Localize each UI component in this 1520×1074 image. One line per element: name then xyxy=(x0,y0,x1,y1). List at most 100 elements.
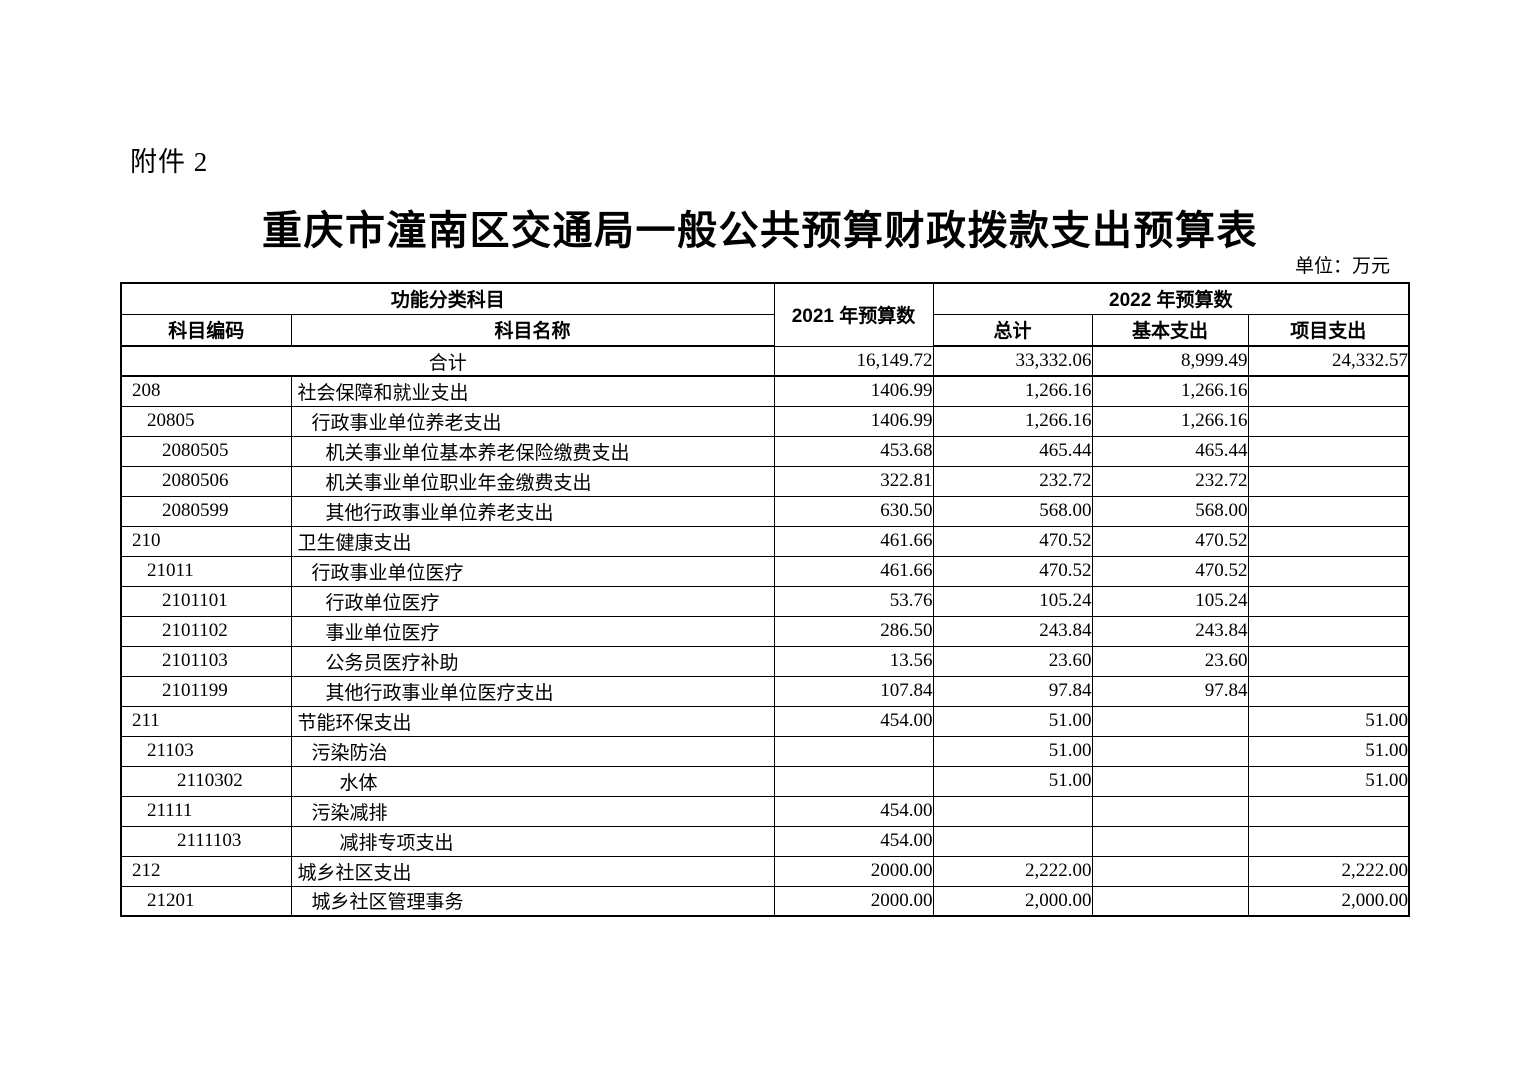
budget-2021-cell: 286.50 xyxy=(773,615,934,647)
total-2022-cell xyxy=(932,825,1093,857)
basic-expense-cell: 243.84 xyxy=(1091,615,1249,647)
budget-table: 功能分类科目 2021 年预算数 2022 年预算数 科目编码 科目名称 总计 … xyxy=(120,282,1411,917)
total-2022-cell: 2,000.00 xyxy=(932,885,1093,917)
table-row: 21011 行政事业单位医疗 461.66 470.52 470.52 xyxy=(120,555,1410,587)
total-2022-cell: 51.00 xyxy=(932,705,1093,737)
project-expense-cell xyxy=(1247,675,1410,707)
basic-expense-cell xyxy=(1091,885,1249,917)
subject-name-cell: 事业单位医疗 xyxy=(290,615,775,647)
basic-expense-cell: 8,999.49 xyxy=(1091,345,1249,377)
budget-2021-cell: 1406.99 xyxy=(773,375,934,407)
project-expense-cell xyxy=(1247,405,1410,437)
table-row: 208 社会保障和就业支出 1406.99 1,266.16 1,266.16 xyxy=(120,375,1410,407)
budget-2021-cell: 53.76 xyxy=(773,585,934,617)
basic-expense-cell xyxy=(1091,795,1249,827)
table-row: 2110302 水体 51.00 51.00 xyxy=(120,765,1410,797)
subject-name-cell: 水体 xyxy=(290,765,775,797)
basic-expense-cell xyxy=(1091,705,1249,737)
subject-name-cell: 城乡社区支出 xyxy=(290,855,775,887)
budget-2021-cell: 453.68 xyxy=(773,435,934,467)
subject-name-cell: 机关事业单位基本养老保险缴费支出 xyxy=(290,435,775,467)
subject-name-cell: 机关事业单位职业年金缴费支出 xyxy=(290,465,775,497)
table-row: 212 城乡社区支出 2000.00 2,222.00 2,222.00 xyxy=(120,855,1410,887)
total-2022-cell: 470.52 xyxy=(932,555,1093,587)
total-2022-cell: 1,266.16 xyxy=(932,405,1093,437)
header-subject-code: 科目编码 xyxy=(120,313,292,347)
header-budget-2021: 2021 年预算数 xyxy=(773,282,934,347)
subject-name-cell: 城乡社区管理事务 xyxy=(290,885,775,917)
total-2022-cell: 232.72 xyxy=(932,465,1093,497)
table-row: 21201 城乡社区管理事务 2000.00 2,000.00 2,000.00 xyxy=(120,885,1410,917)
project-expense-cell: 51.00 xyxy=(1247,735,1410,767)
total-2022-cell: 465.44 xyxy=(932,435,1093,467)
project-expense-cell: 24,332.57 xyxy=(1247,345,1410,377)
subject-code-cell: 2101101 xyxy=(120,585,292,617)
basic-expense-cell: 568.00 xyxy=(1091,495,1249,527)
table-row: 210 卫生健康支出 461.66 470.52 470.52 xyxy=(120,525,1410,557)
table-row: 2101102 事业单位医疗 286.50 243.84 243.84 xyxy=(120,615,1410,647)
subject-code-cell: 21111 xyxy=(120,795,292,827)
subject-code-cell: 211 xyxy=(120,705,292,737)
budget-2021-cell xyxy=(773,765,934,797)
basic-expense-cell: 105.24 xyxy=(1091,585,1249,617)
subject-code-cell: 2101199 xyxy=(120,675,292,707)
table-body: 合计 16,149.72 33,332.06 8,999.49 24,332.5… xyxy=(120,345,1410,917)
budget-2021-cell: 454.00 xyxy=(773,825,934,857)
basic-expense-cell: 97.84 xyxy=(1091,675,1249,707)
total-2022-cell: 470.52 xyxy=(932,525,1093,557)
table-row: 2111103 减排专项支出 454.00 xyxy=(120,825,1410,857)
subject-code-cell: 2111103 xyxy=(120,825,292,857)
page-title: 重庆市潼南区交通局一般公共预算财政拨款支出预算表 xyxy=(262,209,1258,253)
attachment-label: 附件 2 xyxy=(130,147,209,177)
subject-code-cell: 212 xyxy=(120,855,292,887)
basic-expense-cell xyxy=(1091,765,1249,797)
subject-code-cell: 21011 xyxy=(120,555,292,587)
subject-code-cell: 2080506 xyxy=(120,465,292,497)
budget-2021-cell: 1406.99 xyxy=(773,405,934,437)
basic-expense-cell xyxy=(1091,735,1249,767)
total-2022-cell xyxy=(932,795,1093,827)
unit-note: 单位：万元 xyxy=(1294,256,1390,277)
total-2022-cell: 33,332.06 xyxy=(932,345,1093,377)
subject-name-cell: 行政事业单位养老支出 xyxy=(290,405,775,437)
grand-total-label: 合计 xyxy=(120,345,775,377)
basic-expense-cell: 465.44 xyxy=(1091,435,1249,467)
table-row: 2101101 行政单位医疗 53.76 105.24 105.24 xyxy=(120,585,1410,617)
project-expense-cell: 51.00 xyxy=(1247,705,1410,737)
table-row: 21111 污染减排 454.00 xyxy=(120,795,1410,827)
header-budget-2022-group: 2022 年预算数 xyxy=(932,282,1410,315)
total-2022-cell: 105.24 xyxy=(932,585,1093,617)
budget-2021-cell xyxy=(773,735,934,767)
project-expense-cell: 51.00 xyxy=(1247,765,1410,797)
subject-name-cell: 社会保障和就业支出 xyxy=(290,375,775,407)
budget-2021-cell: 454.00 xyxy=(773,795,934,827)
subject-name-cell: 其他行政事业单位养老支出 xyxy=(290,495,775,527)
table-row: 21103 污染防治 51.00 51.00 xyxy=(120,735,1410,767)
total-2022-cell: 51.00 xyxy=(932,765,1093,797)
basic-expense-cell: 470.52 xyxy=(1091,525,1249,557)
subject-code-cell: 210 xyxy=(120,525,292,557)
total-2022-cell: 568.00 xyxy=(932,495,1093,527)
basic-expense-cell xyxy=(1091,825,1249,857)
header-row-2: 科目编码 科目名称 总计 基本支出 项目支出 xyxy=(120,313,1410,347)
project-expense-cell xyxy=(1247,555,1410,587)
budget-2021-cell: 2000.00 xyxy=(773,885,934,917)
header-total-2022: 总计 xyxy=(932,313,1093,347)
subject-name-cell: 其他行政事业单位医疗支出 xyxy=(290,675,775,707)
project-expense-cell xyxy=(1247,585,1410,617)
basic-expense-cell: 470.52 xyxy=(1091,555,1249,587)
subject-name-cell: 污染防治 xyxy=(290,735,775,767)
project-expense-cell xyxy=(1247,465,1410,497)
subject-code-cell: 2101103 xyxy=(120,645,292,677)
budget-2021-cell: 2000.00 xyxy=(773,855,934,887)
subject-code-cell: 21103 xyxy=(120,735,292,767)
subject-code-cell: 208 xyxy=(120,375,292,407)
project-expense-cell xyxy=(1247,435,1410,467)
budget-2021-cell: 461.66 xyxy=(773,555,934,587)
project-expense-cell xyxy=(1247,495,1410,527)
subject-code-cell: 2080505 xyxy=(120,435,292,467)
table-header: 功能分类科目 2021 年预算数 2022 年预算数 科目编码 科目名称 总计 … xyxy=(120,282,1410,347)
table-row: 211 节能环保支出 454.00 51.00 51.00 xyxy=(120,705,1410,737)
header-function-group: 功能分类科目 xyxy=(120,282,775,315)
